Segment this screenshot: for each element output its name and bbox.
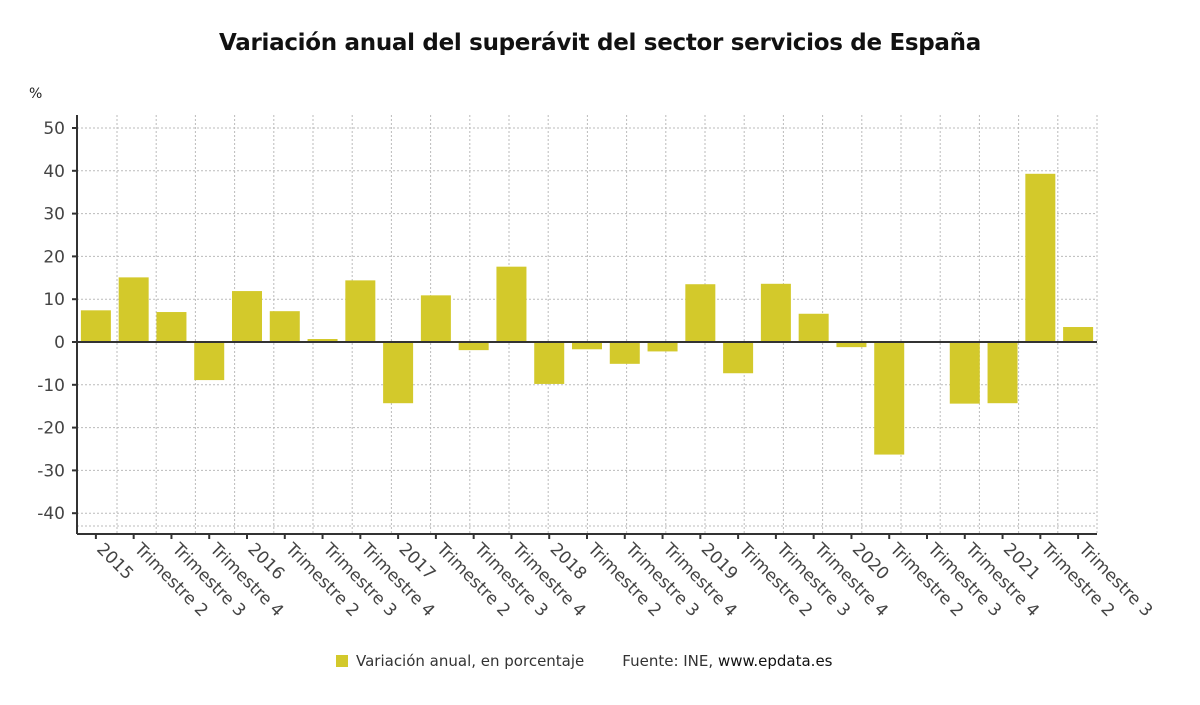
bar [836, 342, 867, 348]
bar [269, 311, 300, 342]
y-tick-label: -10 [37, 376, 65, 396]
y-tick-label: 20 [43, 247, 65, 267]
bar [1063, 327, 1094, 342]
y-tick-label: -20 [37, 419, 65, 439]
bar [458, 342, 489, 351]
y-tick-label: 30 [43, 205, 65, 225]
y-tick-label: 50 [43, 119, 65, 139]
bar [496, 266, 527, 342]
bar [118, 277, 149, 342]
bar [345, 280, 376, 342]
grid [77, 115, 1098, 534]
bar [572, 342, 602, 350]
bar [232, 291, 262, 342]
x-tick-label: 2015 [92, 539, 137, 584]
bar [760, 283, 791, 342]
bar [647, 342, 678, 352]
bar [685, 284, 716, 342]
source-link[interactable]: www.epdata.es [717, 652, 833, 670]
y-tick-label: 0 [54, 333, 65, 353]
legend-label: Variación anual, en porcentaje [356, 652, 585, 670]
legend-swatch [336, 655, 348, 667]
y-tick-label: 10 [43, 290, 65, 310]
bar [534, 342, 565, 384]
bar [80, 310, 111, 342]
bar [383, 342, 414, 404]
bar [1025, 173, 1056, 342]
bar [609, 342, 640, 364]
bar [874, 342, 905, 455]
chart-title: Variación anual del superávit del sector… [219, 30, 981, 56]
bars [80, 173, 1094, 455]
y-tick-label: -40 [37, 504, 65, 524]
bar [949, 342, 980, 404]
bar [723, 342, 754, 374]
bar [194, 342, 225, 381]
bar [420, 295, 451, 342]
bar [156, 312, 187, 342]
y-tick-label: 40 [43, 162, 65, 182]
source-label: Fuente: INE, [622, 652, 714, 670]
bar [307, 339, 338, 342]
y-tick-label: -30 [37, 461, 65, 481]
y-tick-labels: 50 40 30 20 10 0 -10 -20 -30 -40 [37, 119, 77, 524]
y-axis-unit-label: % [29, 86, 43, 102]
bar [798, 313, 829, 342]
legend: Variación anual, en porcentaje Fuente: I… [336, 652, 832, 670]
bar [987, 342, 1018, 404]
